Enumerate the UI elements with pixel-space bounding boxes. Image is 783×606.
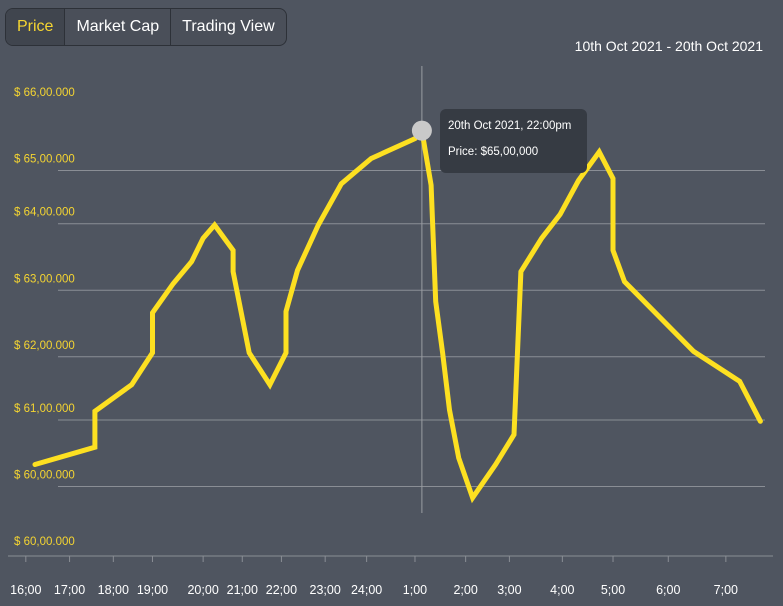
x-tick-label: 24;00 [351, 583, 382, 597]
tooltip-price: Price: $65,00,000 [448, 146, 539, 158]
x-tick-label: 19;00 [137, 583, 168, 597]
y-tick-label: $ 63,00.000 [14, 273, 75, 285]
x-tick-label: 18;00 [98, 583, 129, 597]
x-tick-label: 4;00 [550, 583, 574, 597]
chart-view-tabs: Price Market Cap Trading View [5, 8, 287, 46]
y-tick-label: $ 65,00.000 [14, 154, 75, 166]
x-tick-label: 23;00 [310, 583, 341, 597]
tooltip-date: 20th Oct 2021, 22:00pm [448, 120, 572, 132]
tab-price[interactable]: Price [6, 9, 66, 45]
hover-marker [411, 120, 432, 141]
x-tick-label: 3;00 [497, 583, 521, 597]
x-tick-label: 20;00 [187, 583, 218, 597]
y-tick-label: $ 60,00.000 [14, 469, 75, 481]
x-tick-label: 2;00 [453, 583, 477, 597]
y-tick-label: $ 60,00.000 [14, 536, 75, 548]
price-series-line [32, 124, 763, 504]
x-tick-label: 5;00 [601, 583, 625, 597]
y-tick-label: $ 61,00.000 [14, 403, 75, 415]
chart-tooltip: 20th Oct 2021, 22:00pm Price: $65,00,000 [440, 109, 587, 173]
x-tick-label: 17;00 [54, 583, 85, 597]
x-tick-label: 1;00 [403, 583, 427, 597]
x-tick-label: 21;00 [227, 583, 258, 597]
y-tick-label: $ 64,00.000 [14, 207, 75, 219]
x-tick-label: 6;00 [656, 583, 680, 597]
tab-market-cap[interactable]: Market Cap [65, 9, 172, 45]
x-tick-label: 16;00 [10, 583, 41, 597]
x-tick-label: 7;00 [714, 583, 738, 597]
x-tick-label: 22;00 [266, 583, 297, 597]
y-tick-label: $ 62,00.000 [14, 340, 75, 352]
date-range-label: 10th Oct 2021 - 20th Oct 2021 [574, 38, 763, 54]
y-tick-label: $ 66,00.000 [14, 87, 75, 99]
tab-trading-view[interactable]: Trading View [182, 18, 275, 35]
